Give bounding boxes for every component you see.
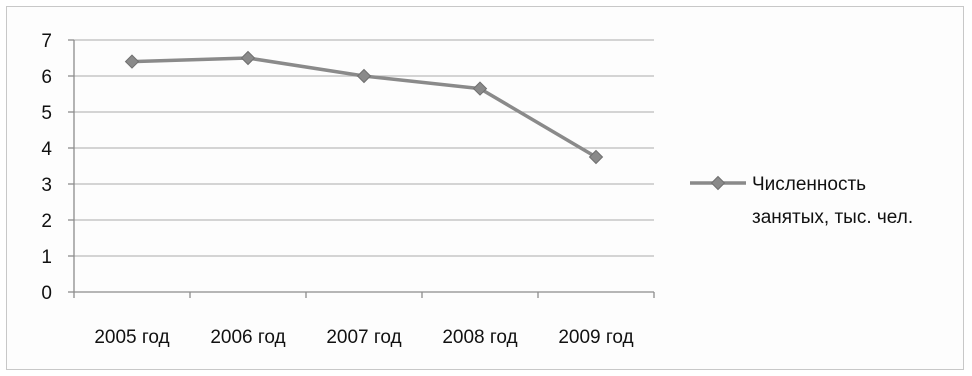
legend-label-line-1: Численность xyxy=(752,174,866,195)
x-tick-label: 2008 год xyxy=(442,327,517,348)
series-layer xyxy=(124,50,604,165)
legend: Численность занятых, тыс. чел. xyxy=(690,174,913,228)
x-tick-label: 2009 год xyxy=(558,327,633,348)
y-tick-label: 5 xyxy=(41,103,52,124)
y-tick-label: 1 xyxy=(41,247,52,268)
y-tick-label: 0 xyxy=(41,283,52,304)
x-tick-label: 2006 год xyxy=(210,327,285,348)
axes xyxy=(68,39,655,298)
chart-frame xyxy=(6,6,964,370)
data-point-marker xyxy=(240,50,256,66)
data-point-marker xyxy=(124,54,140,69)
legend-marker-diamond-icon xyxy=(710,175,726,191)
x-tick-label: 2007 год xyxy=(326,327,401,348)
data-point-marker xyxy=(588,149,604,165)
data-point-marker xyxy=(472,81,488,96)
y-tick-label: 2 xyxy=(41,211,52,232)
data-point-marker xyxy=(356,68,372,84)
legend-label-line-2: занятых, тыс. чел. xyxy=(752,207,913,228)
x-tick-label: 2005 год xyxy=(94,327,169,348)
x-tick-labels: 2005 год 2006 год 2007 год 2008 год 2009 год xyxy=(94,327,633,348)
y-tick-label: 6 xyxy=(41,67,52,88)
y-tick-label: 3 xyxy=(41,175,52,196)
y-tick-label: 4 xyxy=(41,139,52,160)
y-tick-label: 7 xyxy=(41,31,52,52)
y-tick-labels: 0 1 2 3 4 5 6 7 xyxy=(41,31,52,304)
